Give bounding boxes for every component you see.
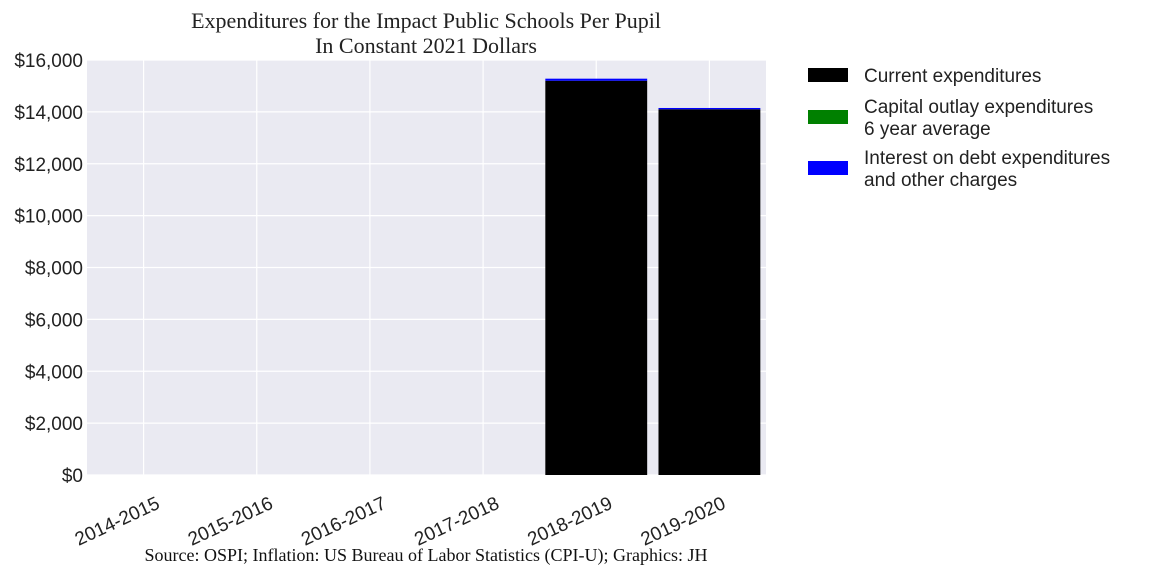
y-tick-label: $10,000 <box>14 207 83 228</box>
y-tick-label: $8,000 <box>25 259 83 280</box>
bar-2019-2020-series-2 <box>658 107 761 110</box>
y-tick-label: $12,000 <box>14 155 83 176</box>
y-tick-label: $0 <box>62 466 83 487</box>
source-note: Source: OSPI; Inflation: US Bureau of La… <box>145 545 708 566</box>
bars <box>545 78 761 475</box>
chart-title-line-1: Expenditures for the Impact Public Schoo… <box>191 8 661 33</box>
y-tick-label: $2,000 <box>25 414 83 435</box>
chart-title-line-2: In Constant 2021 Dollars <box>315 33 537 58</box>
legend-label-1: 6 year average <box>864 119 991 140</box>
legend-label-2: and other charges <box>864 170 1017 191</box>
bar-2018-2019-series-0 <box>545 80 648 475</box>
x-tick-label: 2015-2016 <box>185 493 276 550</box>
y-tick-label: $6,000 <box>25 310 83 331</box>
x-tick-label: 2019-2020 <box>638 493 729 550</box>
legend-swatch-0 <box>808 68 848 82</box>
bar-2019-2020-series-0 <box>658 109 761 475</box>
y-tick-label: $16,000 <box>14 51 83 72</box>
legend: Current expenditures Capital outlay expen… <box>808 66 1110 191</box>
legend-swatch-1 <box>808 110 848 124</box>
x-tick-label: 2016-2017 <box>298 493 389 550</box>
y-tick-label: $4,000 <box>25 362 83 383</box>
x-tick-label: 2018-2019 <box>525 493 616 550</box>
legend-label-1: Capital outlay expenditures <box>864 97 1093 118</box>
y-tick-label: $14,000 <box>14 103 83 124</box>
bar-2018-2019-series-2 <box>545 78 648 81</box>
x-tick-label: 2014-2015 <box>72 493 163 550</box>
x-axis-ticks: 2014-2015 2015-2016 2016-2017 2017-2018 2018… <box>72 493 729 550</box>
x-tick-label: 2017-2018 <box>411 493 502 550</box>
legend-label-2: Interest on debt expenditures <box>864 148 1110 169</box>
legend-swatch-2 <box>808 161 848 175</box>
legend-label-0: Current expenditures <box>864 66 1041 87</box>
y-axis-ticks: $0 $2,000 $4,000 $6,000 $8,000 $10,000 $12,000… <box>14 51 83 487</box>
